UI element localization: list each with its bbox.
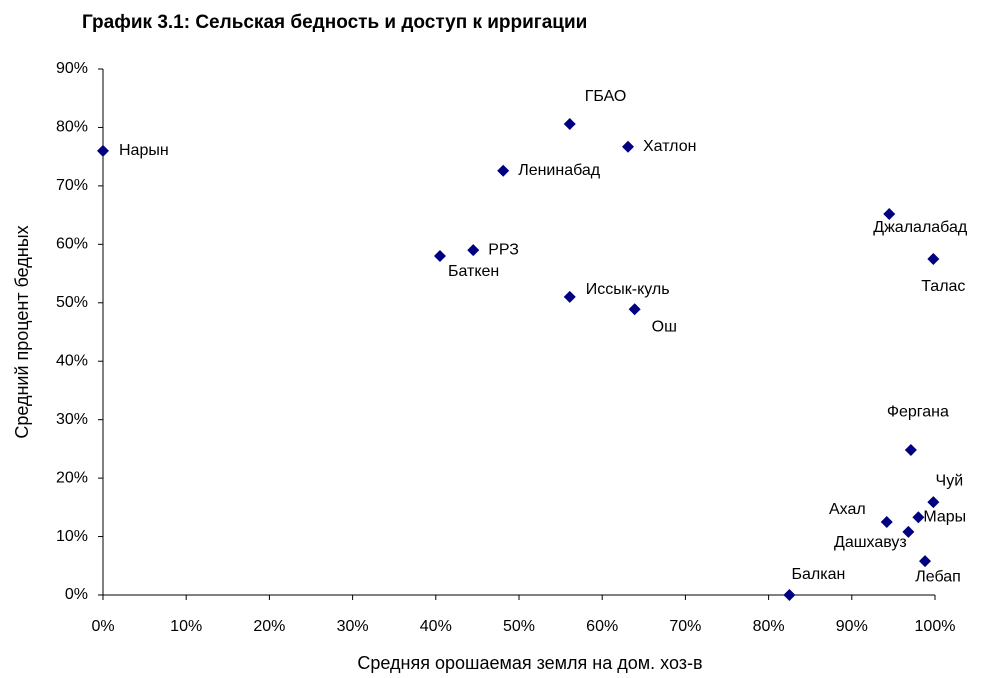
point-label: Ленинабад bbox=[518, 162, 601, 179]
y-tick-label: 0% bbox=[65, 586, 88, 603]
point bbox=[563, 117, 576, 130]
point-label: Талас bbox=[921, 278, 965, 295]
point-label: Лебап bbox=[915, 568, 961, 585]
x-tick-label: 40% bbox=[420, 618, 452, 635]
point-label: ГБАО bbox=[585, 88, 627, 105]
point-label: Балкан bbox=[791, 566, 845, 583]
x-tick-label: 10% bbox=[170, 618, 202, 635]
point bbox=[904, 444, 917, 457]
point-label: РРЗ bbox=[488, 241, 519, 258]
y-axis-label: Средний процент бедных bbox=[12, 225, 32, 438]
point bbox=[880, 515, 893, 528]
point-label: Мары bbox=[923, 508, 966, 525]
x-tick-label: 0% bbox=[91, 618, 114, 635]
point bbox=[467, 244, 480, 257]
x-tick-label: 70% bbox=[669, 618, 701, 635]
x-axis-label: Средняя орошаемая земля на дом. хоз-в bbox=[357, 653, 702, 673]
point-label: Джалалабад bbox=[873, 219, 968, 236]
point bbox=[433, 250, 446, 263]
y-tick-label: 20% bbox=[56, 469, 88, 486]
x-tick-label: 20% bbox=[253, 618, 285, 635]
y-tick-label: 70% bbox=[56, 177, 88, 194]
point bbox=[783, 589, 796, 601]
point-label: Иссык-куль bbox=[586, 281, 670, 298]
y-tick-label: 90% bbox=[56, 60, 88, 77]
point-label: Нарын bbox=[119, 142, 169, 159]
point-label: Ош bbox=[652, 318, 677, 335]
point bbox=[563, 290, 576, 303]
point-label: Хатлон bbox=[643, 138, 696, 155]
point-label: Дашхавуз bbox=[834, 534, 907, 551]
point bbox=[497, 164, 510, 177]
point bbox=[621, 140, 634, 153]
point bbox=[927, 252, 940, 265]
x-tick-label: 100% bbox=[915, 618, 956, 635]
point-label: Чуй bbox=[936, 472, 964, 489]
x-tick-label: 60% bbox=[586, 618, 618, 635]
y-tick-label: 30% bbox=[56, 411, 88, 428]
point-label: Баткен bbox=[448, 263, 499, 280]
x-tick-label: 50% bbox=[503, 618, 535, 635]
x-tick-label: 30% bbox=[337, 618, 369, 635]
chart-title: График 3.1: Сельская бедность и доступ к… bbox=[82, 12, 587, 33]
point bbox=[927, 496, 940, 509]
x-tick-label: 90% bbox=[836, 618, 868, 635]
point bbox=[919, 555, 932, 568]
y-tick-label: 50% bbox=[56, 294, 88, 311]
y-tick-label: 40% bbox=[56, 352, 88, 369]
point-label: Фергана bbox=[887, 403, 949, 420]
x-tick-label: 80% bbox=[753, 618, 785, 635]
point bbox=[628, 303, 641, 316]
y-tick-label: 60% bbox=[56, 236, 88, 253]
point bbox=[902, 525, 915, 538]
point bbox=[883, 207, 896, 220]
point bbox=[912, 511, 925, 524]
y-tick-label: 10% bbox=[56, 528, 88, 545]
point bbox=[97, 144, 109, 157]
y-tick-label: 80% bbox=[56, 119, 88, 136]
point-label: Ахал bbox=[829, 501, 866, 518]
